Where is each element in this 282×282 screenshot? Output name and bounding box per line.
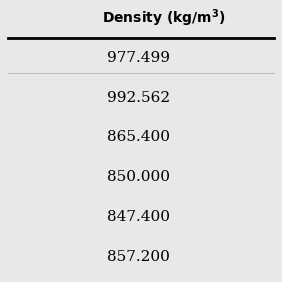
Text: 847.400: 847.400 (107, 210, 170, 224)
Text: 865.400: 865.400 (107, 130, 170, 144)
Text: 857.200: 857.200 (107, 250, 170, 263)
Text: 850.000: 850.000 (107, 170, 170, 184)
Text: 977.499: 977.499 (107, 51, 170, 65)
Text: 992.562: 992.562 (107, 91, 170, 105)
Text: $\mathbf{Density\ (kg/m^3)}$: $\mathbf{Density\ (kg/m^3)}$ (102, 8, 225, 29)
